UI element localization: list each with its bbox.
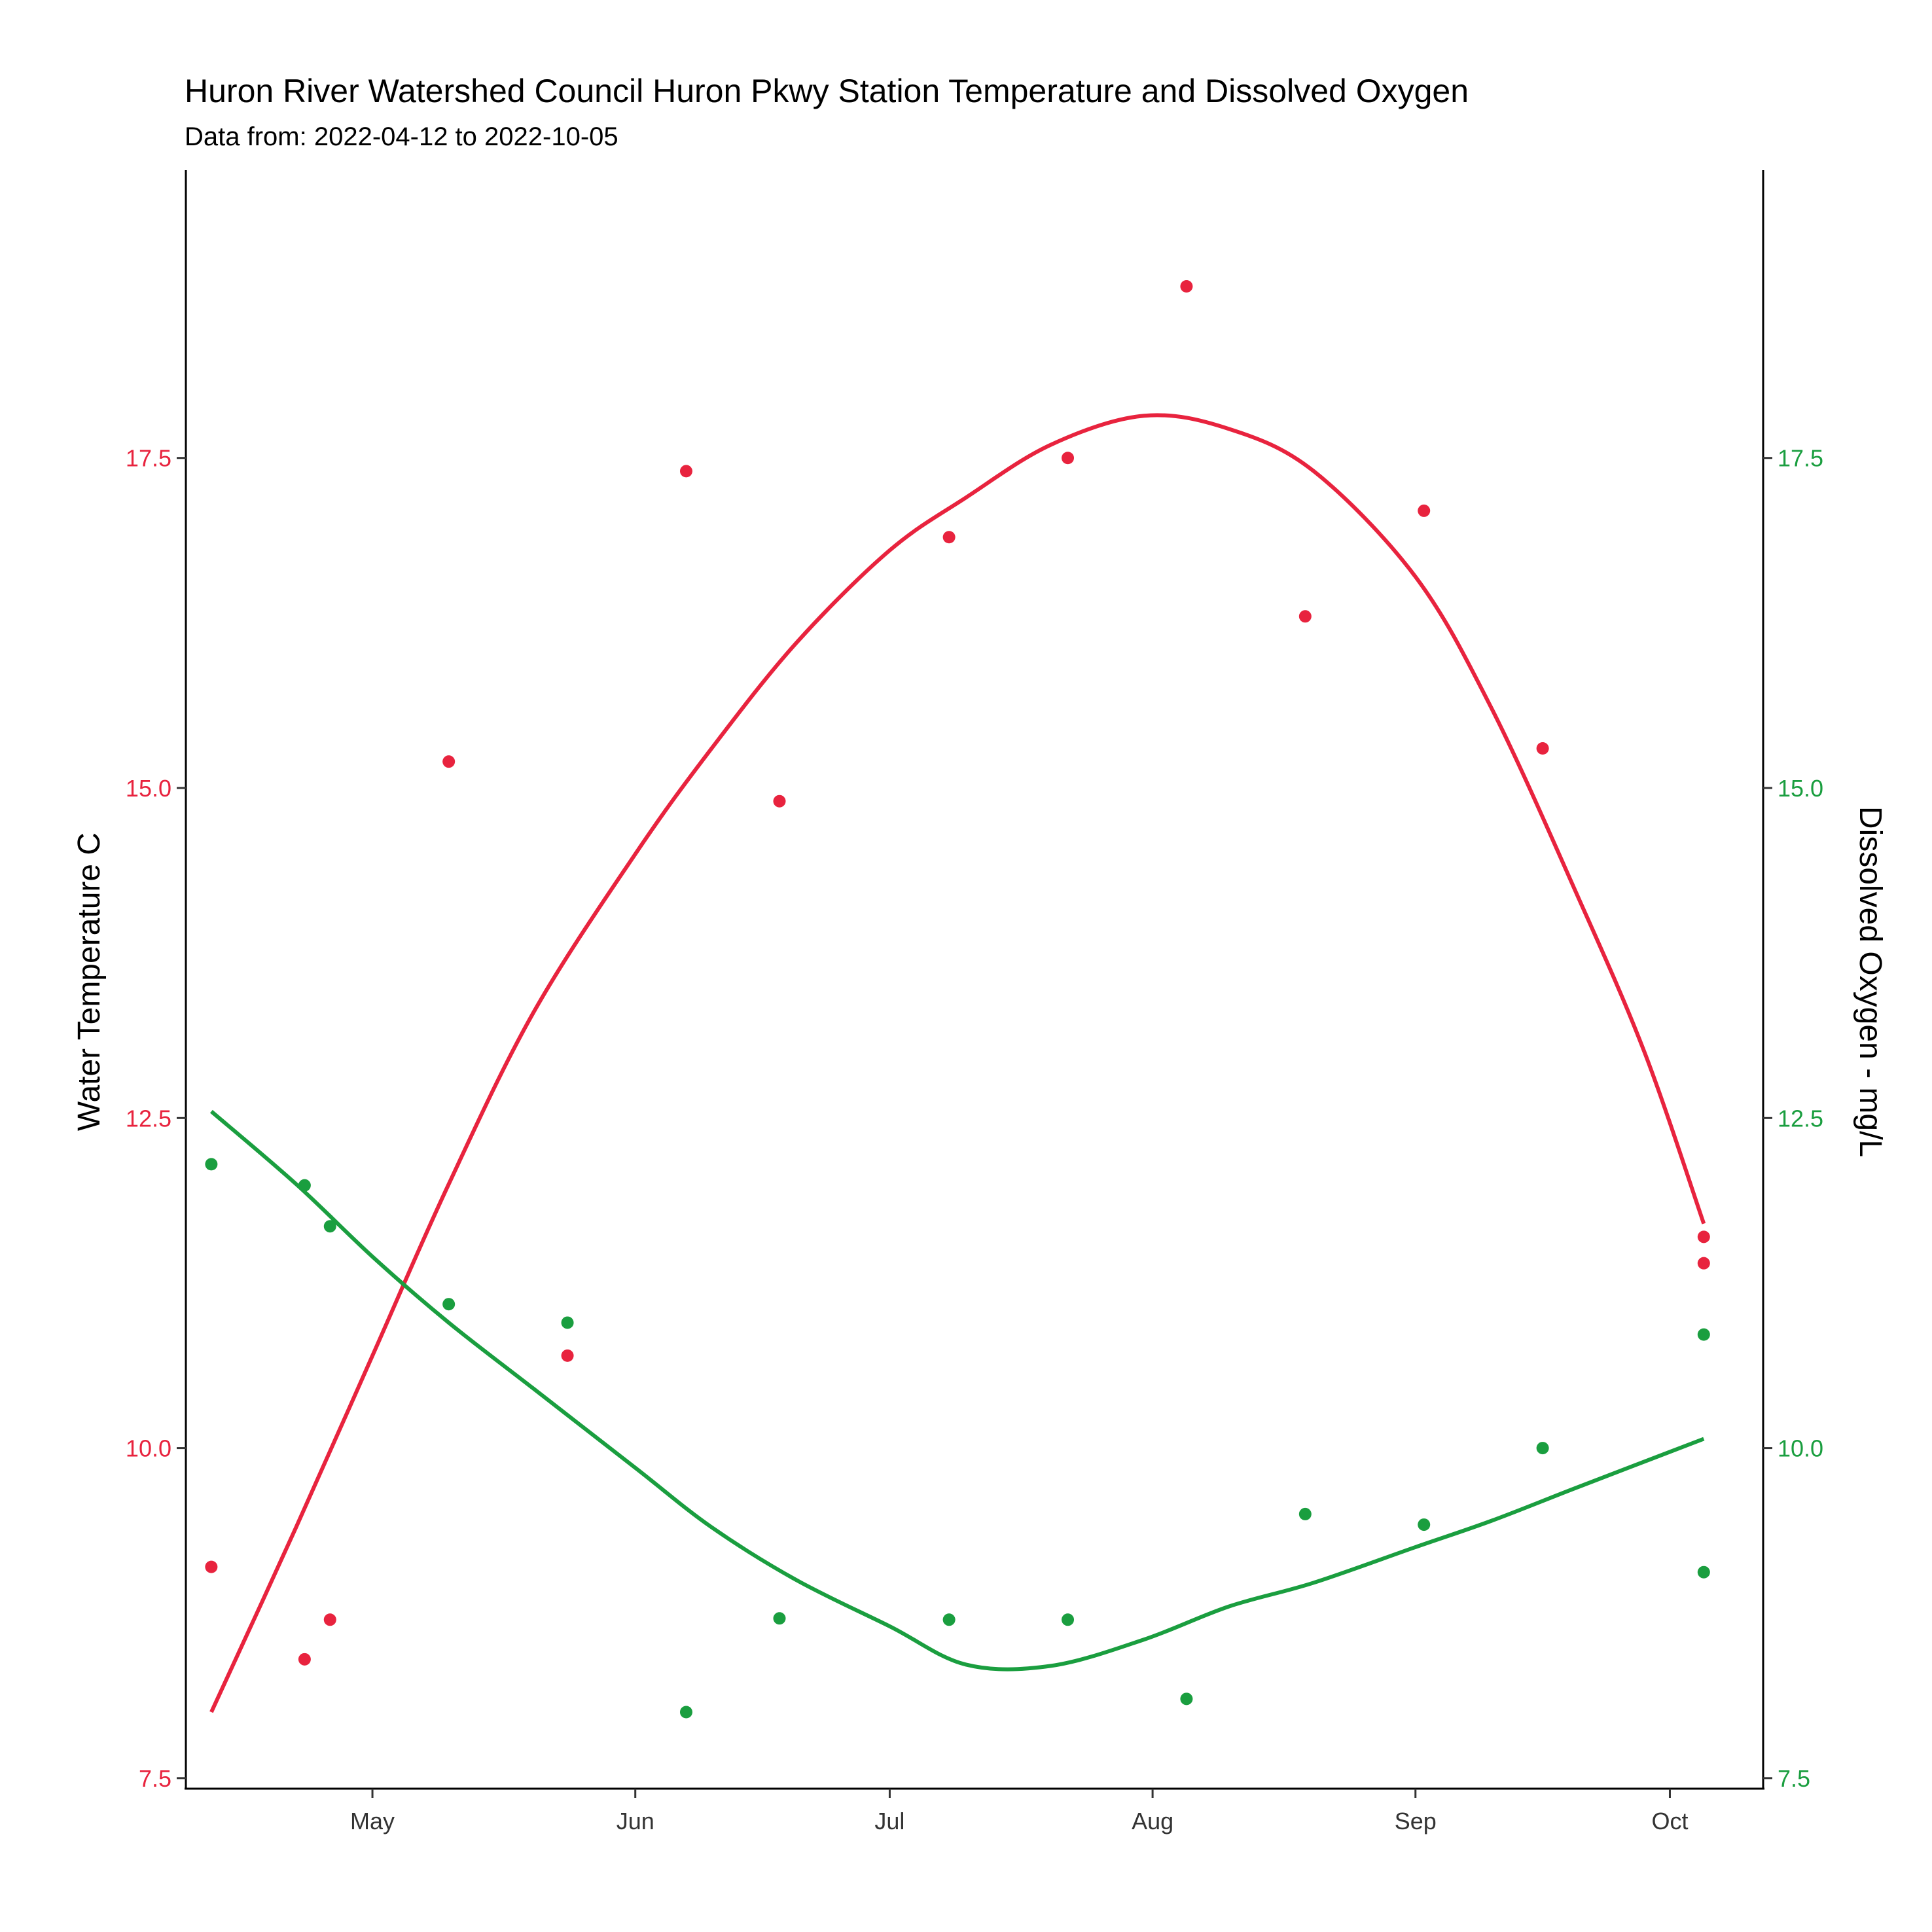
x-tick-label: May [350,1808,395,1834]
water-temperature-point [942,531,956,544]
dissolved-oxygen-point [205,1158,218,1171]
water-temperature-point [1418,504,1431,517]
water-temperature-point [679,465,692,478]
dissolved-oxygen-point [323,1220,336,1233]
dissolved-oxygen-point [1180,1692,1193,1706]
water-temperature-point [298,1653,311,1666]
x-tick-label: Jul [874,1808,904,1834]
water-temperature-point [1298,610,1312,623]
y-axis-left-title: Water Temperature C [72,832,107,1131]
water-temperature-point [1536,742,1549,755]
x-axis-ticks: May Jun Jul Aug Sep Oct [350,1789,1688,1834]
dissolved-oxygen-trend-line [209,1109,1705,1672]
chart-subtitle: Data from: 2022-04-12 to 2022-10-05 [185,122,618,151]
water-temperature-point [205,1560,218,1573]
dissolved-oxygen-point [679,1706,692,1719]
dissolved-oxygen-point [1697,1565,1710,1579]
dissolved-oxygen-point [773,1612,786,1625]
dissolved-oxygen-point [1062,1613,1075,1626]
y-axis-right-title: Dissolved Oxygen - mg/L [1853,806,1887,1157]
y-left-tick-label: 15.0 [126,775,171,802]
y-axis-left-ticks: 7.5 10.0 12.5 15.0 17.5 [126,445,186,1792]
dissolved-oxygen-point [561,1316,574,1329]
water-temperature-point [1062,452,1075,465]
dissolved-oxygen-series [205,1109,1710,1719]
water-temperature-point [1697,1257,1710,1270]
water-temperature-point [773,795,786,808]
x-tick-label: Aug [1132,1808,1173,1834]
plot-series [205,280,1710,1719]
x-tick-label: Sep [1395,1808,1437,1834]
y-right-tick-label: 17.5 [1778,445,1823,472]
dissolved-oxygen-point [1536,1442,1549,1455]
water-temperature-point [323,1613,336,1626]
water-temperature-series [205,280,1710,1713]
dissolved-oxygen-point [1418,1518,1431,1531]
y-right-tick-label: 10.0 [1778,1435,1823,1462]
y-right-tick-label: 7.5 [1778,1765,1810,1792]
y-axis-right-ticks: 7.5 10.0 12.5 15.0 17.5 [1763,445,1823,1792]
chart-title: Huron River Watershed Council Huron Pkwy… [185,73,1469,109]
x-tick-label: Jun [617,1808,654,1834]
dissolved-oxygen-point [1298,1507,1312,1520]
y-left-tick-label: 17.5 [126,445,171,472]
water-temperature-point [561,1349,574,1362]
dissolved-oxygen-point [1697,1328,1710,1341]
water-temperature-point [442,755,456,768]
y-right-tick-label: 15.0 [1778,775,1823,802]
y-left-tick-label: 10.0 [126,1435,171,1462]
water-temperature-trend-line [209,413,1706,1713]
dissolved-oxygen-point [942,1613,956,1626]
y-left-tick-label: 12.5 [126,1105,171,1132]
x-tick-label: Oct [1651,1808,1688,1834]
y-right-tick-label: 12.5 [1778,1105,1823,1132]
water-temperature-point [1180,280,1193,293]
water-temperature-point [1697,1230,1710,1243]
y-left-tick-label: 7.5 [139,1765,171,1792]
dissolved-oxygen-point [442,1298,456,1311]
